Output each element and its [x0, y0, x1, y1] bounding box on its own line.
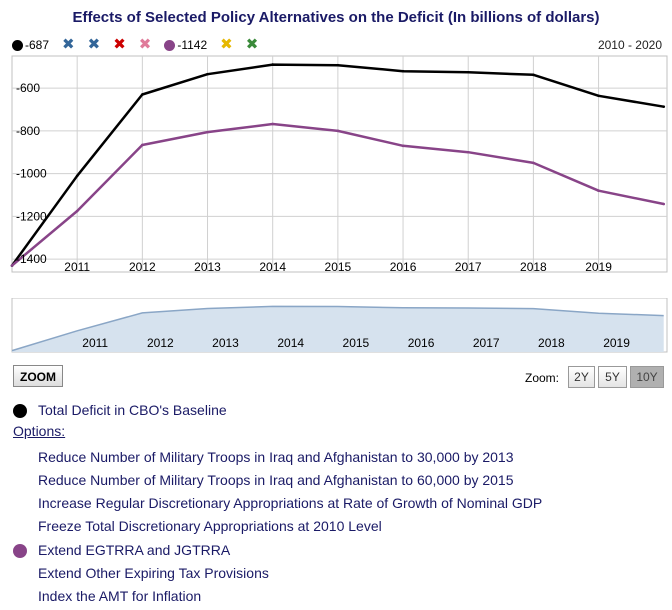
legend-row: -687 ✖ ✖ ✖ ✖ -1142 ✖ ✖ [12, 36, 271, 54]
data-point[interactable] [466, 150, 470, 154]
data-point[interactable] [206, 72, 209, 76]
navigator-tick-label: 2017 [473, 336, 500, 350]
y-tick-label: -1400 [16, 252, 47, 266]
data-point[interactable] [141, 93, 144, 96]
navigator-tick-label: 2019 [603, 336, 630, 350]
chart-title: Effects of Selected Policy Alternatives … [72, 9, 600, 26]
x-tick-label: 2013 [194, 260, 221, 274]
data-point[interactable] [662, 105, 666, 108]
series-label[interactable]: Extend EGTRRA and JGTRRA [38, 541, 231, 558]
legend-item-value: -687 [25, 38, 50, 52]
options-label: Options: [13, 423, 66, 440]
data-point[interactable] [271, 122, 274, 126]
series-label[interactable]: Total Deficit in CBO's Baseline [38, 402, 227, 418]
legend-item-0[interactable]: -687 [12, 38, 49, 52]
navigator-tick-label: 2015 [343, 336, 370, 350]
series-label[interactable]: Reduce Number of Military Troops in Iraq… [38, 471, 514, 488]
legend-x-icon: ✖ [87, 36, 101, 53]
legend-item-7[interactable]: ✖ [245, 36, 259, 53]
legend-x-icon: ✖ [62, 36, 75, 53]
navigator-tick-label: 2018 [538, 336, 565, 350]
data-point[interactable] [532, 73, 535, 77]
x-tick-label: 2011 [64, 260, 90, 274]
zoom-button[interactable]: ZOOM [13, 365, 63, 387]
series-label[interactable]: Increase Regular Discretionary Appropria… [38, 495, 543, 512]
x-tick-label: 2014 [259, 260, 286, 274]
data-point[interactable] [271, 63, 274, 66]
legend-x-icon: ✖ [220, 36, 233, 53]
data-point[interactable] [75, 209, 79, 213]
data-point[interactable] [336, 63, 340, 67]
plot-area [11, 55, 668, 273]
zoom-10y-button[interactable]: 10Y [630, 366, 664, 388]
navigator-tick-label: 2012 [147, 336, 174, 350]
series-label[interactable]: Freeze Total Discretionary Appropriation… [38, 518, 382, 535]
navigator-tick-label: 2013 [212, 336, 239, 350]
navigator-tick-label: 2011 [82, 336, 108, 350]
series-dot-icon [13, 543, 27, 558]
y-tick-label: -1000 [16, 167, 47, 181]
legend-x-icon: ✖ [245, 36, 259, 53]
series-label[interactable]: Extend Other Expiring Tax Provisions [38, 565, 269, 582]
legend-item-value: -1142 [177, 38, 208, 52]
x-tick-label: 2015 [325, 260, 352, 274]
data-point[interactable] [662, 202, 666, 206]
legend-item-6[interactable]: ✖ [220, 36, 233, 53]
legend-dot-icon [164, 39, 176, 51]
data-point[interactable] [206, 130, 209, 134]
zoom-5y-button[interactable]: 5Y [598, 366, 627, 388]
data-point[interactable] [401, 144, 405, 148]
legend-item-4[interactable]: ✖ [138, 36, 152, 53]
legend-item-5[interactable]: -1142 [164, 38, 207, 52]
zoom-2y-button[interactable]: 2Y [568, 366, 595, 388]
series-dot-icon [13, 404, 27, 418]
x-tick-label: 2012 [129, 260, 156, 274]
data-point[interactable] [401, 69, 405, 73]
x-tick-label: 2019 [585, 260, 612, 274]
data-point[interactable] [597, 189, 600, 193]
series-label[interactable]: Reduce Number of Military Troops in Iraq… [38, 448, 514, 465]
x-tick-label: 2017 [455, 260, 482, 274]
legend-item-3[interactable]: ✖ [113, 36, 126, 53]
zoom-label: Zoom: [525, 371, 560, 385]
data-point[interactable] [10, 264, 14, 267]
data-point[interactable] [336, 129, 340, 133]
x-tick-label: 2016 [390, 260, 417, 274]
legend-x-icon: ✖ [138, 36, 152, 53]
navigator-tick-label: 2016 [408, 336, 435, 350]
x-tick-label: 2018 [520, 260, 547, 274]
y-tick-label: -800 [16, 124, 40, 138]
data-point[interactable] [141, 143, 144, 147]
legend-dot-icon [12, 39, 23, 51]
legend-item-2[interactable]: ✖ [87, 36, 101, 53]
legend-x-icon: ✖ [113, 36, 126, 53]
navigator-area [12, 306, 664, 352]
data-point[interactable] [597, 94, 600, 98]
navigator-chart[interactable]: 2011 2012 2013 2014 2015 2016 2017 2018 2019 [0, 298, 672, 360]
data-point[interactable] [466, 70, 470, 74]
data-point[interactable] [532, 161, 535, 165]
navigator-tick-label: 2014 [277, 336, 304, 350]
navigator-line [11, 305, 664, 352]
main-chart[interactable]: -600 -800 -1000 -1200 -1400 2011 2012 2013 2014 2… [0, 52, 672, 274]
y-tick-label: -1200 [16, 209, 47, 223]
series-label[interactable]: Index the AMT for Inflation [38, 588, 202, 605]
legend-item-1[interactable]: ✖ [62, 36, 75, 53]
date-range-label: 2010 - 2020 [597, 38, 662, 52]
y-tick-label: -600 [16, 81, 40, 95]
data-point[interactable] [75, 174, 79, 178]
